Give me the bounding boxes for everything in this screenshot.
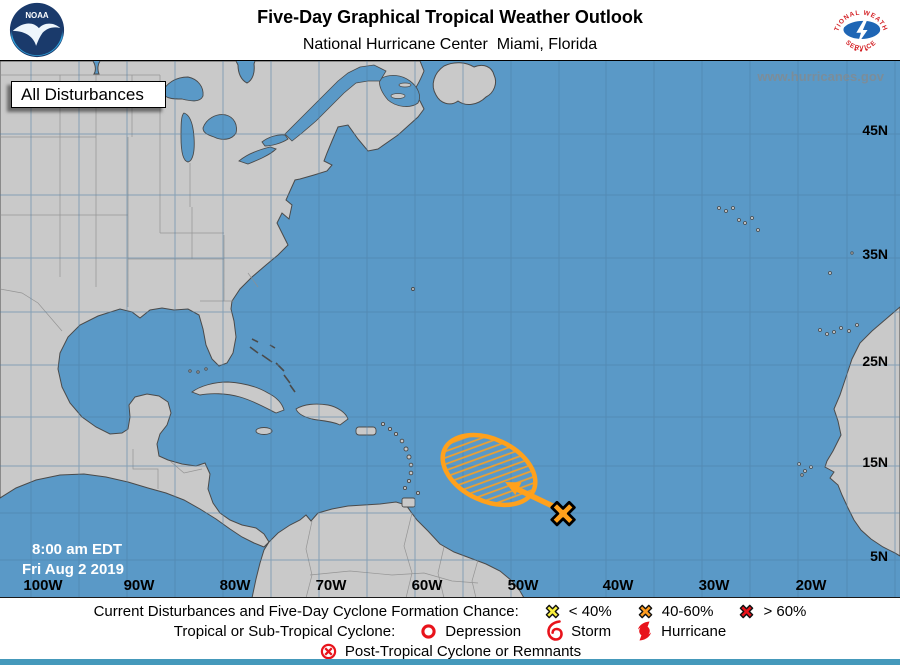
watermark-url: www.hurricanes.gov xyxy=(757,69,884,84)
legend-item-label: 40-60% xyxy=(661,602,714,620)
svg-text:NOAA: NOAA xyxy=(25,11,49,20)
lon-label-90w: 90W xyxy=(123,577,155,594)
legend-row-cyclone-types: Tropical or Sub-Tropical Cyclone: Depres… xyxy=(0,620,900,642)
page-subtitle: National Hurricane Center Miami, Florida xyxy=(302,36,598,53)
legend-row-post-tropical: Post-Tropical Cyclone or Remnants xyxy=(0,641,900,661)
x-icon-yellow xyxy=(545,604,560,618)
legend-item-storm: Storm xyxy=(545,620,611,642)
noaa-logo-icon: NOAA xyxy=(9,2,65,58)
newfoundland-island xyxy=(432,62,497,105)
legend-item-post-tropical: Post-Tropical Cyclone or Remnants xyxy=(319,642,581,661)
legend-item-lt40: < 40% xyxy=(543,602,612,621)
header: Five-Day Graphical Tropical Weather Outl… xyxy=(0,0,900,60)
trinidad xyxy=(401,497,416,508)
lon-label-70w: 70W xyxy=(315,577,347,594)
timestamp-time: 8:00 am EDT xyxy=(32,541,123,558)
caribbean-islands xyxy=(188,287,421,508)
bottom-banner-strip xyxy=(0,659,900,665)
lon-label-50w: 50W xyxy=(507,577,539,594)
grid-lines xyxy=(0,61,900,598)
north-america-landmass xyxy=(0,61,425,548)
motion-arrow-head xyxy=(505,482,522,495)
legend-item-40-60: 40-60% xyxy=(636,602,714,621)
lat-label-45n: 45N xyxy=(862,122,888,138)
lat-label-35n: 35N xyxy=(862,246,888,262)
lon-label-80w: 80W xyxy=(219,577,251,594)
legend-item-depression: Depression xyxy=(419,621,521,641)
legend-row3-label: Post-Tropical Cyclone or Remnants xyxy=(344,642,582,660)
title-block: Five-Day Graphical Tropical Weather Outl… xyxy=(0,0,900,54)
legend-item-label: Depression xyxy=(445,622,522,640)
hurricane-icon xyxy=(638,621,652,641)
bermuda xyxy=(411,287,415,291)
outlook-map[interactable]: All Disturbances www.hurricanes.gov 45N … xyxy=(0,60,900,598)
disturbance-x-marker[interactable] xyxy=(550,500,576,527)
legend-item-label: > 60% xyxy=(763,602,807,620)
anticosti-island xyxy=(398,82,412,88)
lat-label-5n: 5N xyxy=(870,548,888,564)
jamaica xyxy=(255,427,273,435)
lat-label-15n: 15N xyxy=(862,454,888,470)
legend-item-label: Storm xyxy=(571,622,612,640)
storm-icon xyxy=(547,620,563,641)
depression-icon xyxy=(421,624,436,639)
puerto-rico xyxy=(355,426,377,436)
post-tropical-icon xyxy=(320,643,337,659)
atlantic-basin-map xyxy=(0,61,900,598)
legend-item-label: Hurricane xyxy=(661,622,727,640)
timestamp: 8:00 am EDT Fri Aug 2 2019 xyxy=(22,540,124,580)
lon-label-100w: 100W xyxy=(23,577,63,594)
legend-row2-label: Tropical or Sub-Tropical Cyclone: xyxy=(173,622,396,640)
cuba xyxy=(191,381,285,414)
prince-edward-island xyxy=(390,93,406,99)
lon-label-30w: 30W xyxy=(698,577,730,594)
legend-item-hurricane: Hurricane xyxy=(635,620,726,642)
legend-row-formation-chance: Current Disturbances and Five-Day Cyclon… xyxy=(0,601,900,621)
nws-logo-icon: NATIONAL WEATHER SERVICE xyxy=(833,2,889,58)
lat-label-25n: 25N xyxy=(862,353,888,369)
all-disturbances-label[interactable]: All Disturbances xyxy=(11,81,166,108)
legend: Current Disturbances and Five-Day Cyclon… xyxy=(0,597,900,661)
africa-landmass xyxy=(824,306,900,557)
lon-label-20w: 20W xyxy=(795,577,827,594)
legend-row1-label: Current Disturbances and Five-Day Cyclon… xyxy=(93,602,519,620)
lon-label-40w: 40W xyxy=(602,577,634,594)
lon-label-60w: 60W xyxy=(411,577,443,594)
x-icon-red xyxy=(740,604,754,618)
bahamas xyxy=(249,338,296,393)
legend-item-label: < 40% xyxy=(568,602,612,620)
legend-item-gt60: > 60% xyxy=(737,602,806,621)
x-icon-orange xyxy=(638,604,653,618)
timestamp-date: Fri Aug 2 2019 xyxy=(22,561,124,578)
st-lawrence-river xyxy=(284,64,387,142)
page-title: Five-Day Graphical Tropical Weather Outl… xyxy=(257,7,643,27)
